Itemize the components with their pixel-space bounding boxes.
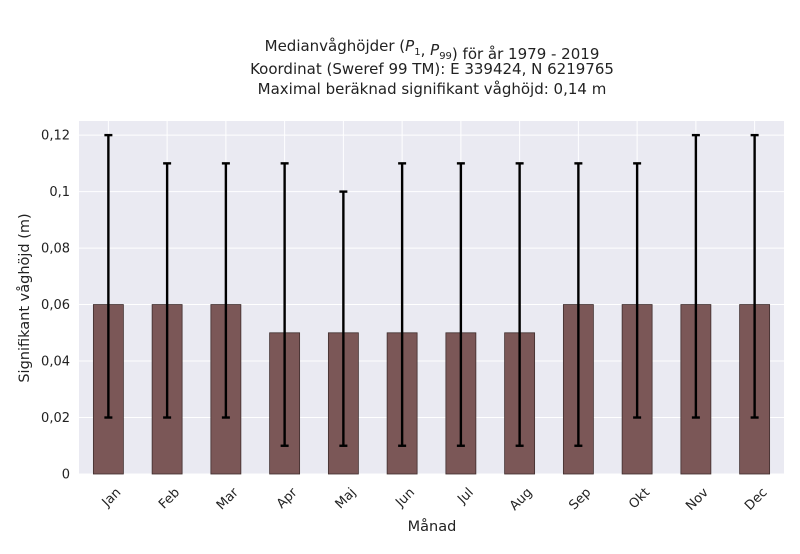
- error-bar-dec: [750, 133, 759, 419]
- error-bar-mar: [221, 162, 230, 419]
- x-tick-label-maj: Maj: [333, 485, 360, 512]
- x-tick-label-aug: Aug: [507, 485, 536, 514]
- y-tick-label: 0,08: [41, 242, 70, 257]
- y-tick-label: 0,02: [41, 411, 70, 426]
- y-axis-title: Signifikant våghöjd (m): [16, 213, 33, 382]
- plot-area: [79, 121, 784, 474]
- x-tick-label-sep: Sep: [566, 485, 594, 513]
- x-axis-ticks: Jan Feb Mar Apr Maj Jun Jul Aug Sep Okt Nov Dec: [99, 485, 771, 514]
- y-tick-label: 0,1: [49, 185, 70, 200]
- y-tick-label: 0,12: [41, 129, 70, 144]
- error-bar-jul: [456, 162, 465, 447]
- x-tick-label-feb: Feb: [156, 485, 183, 512]
- error-bar-feb: [163, 162, 172, 419]
- y-tick-label: 0,04: [41, 355, 70, 370]
- x-tick-label-okt: Okt: [626, 485, 653, 512]
- error-bar-apr: [280, 162, 289, 447]
- x-tick-label-jun: Jun: [392, 485, 418, 511]
- error-bars: [104, 133, 759, 447]
- y-tick-label: 0,06: [41, 298, 70, 313]
- chart-title-line-2: Koordinat (Sweref 99 TM): E 339424, N 62…: [250, 60, 614, 78]
- x-tick-label-dec: Dec: [742, 485, 770, 513]
- x-tick-label-nov: Nov: [683, 485, 712, 514]
- x-tick-label-apr: Apr: [274, 485, 301, 512]
- x-tick-label-jul: Jul: [454, 485, 476, 507]
- error-bar-jan: [104, 133, 113, 419]
- error-bar-jun: [398, 162, 407, 447]
- chart-title-line-3: Maximal beräknad signifikant våghöjd: 0,…: [258, 80, 607, 98]
- x-tick-label-jan: Jan: [99, 485, 124, 510]
- y-tick-label: 0: [62, 468, 70, 483]
- error-bar-nov: [691, 133, 700, 419]
- x-tick-label-mar: Mar: [214, 485, 242, 513]
- error-bar-aug: [515, 162, 524, 447]
- error-bar-maj: [339, 190, 348, 447]
- error-bar-okt: [633, 162, 642, 419]
- error-bar-sep: [574, 162, 583, 447]
- chart-title-line-1: Medianvåghöjder (P1, P99) för år 1979 - …: [265, 37, 600, 63]
- y-axis-ticks: 0 0,02 0,04 0,06 0,08 0,1 0,12: [41, 129, 70, 483]
- x-axis-title: Månad: [408, 518, 457, 535]
